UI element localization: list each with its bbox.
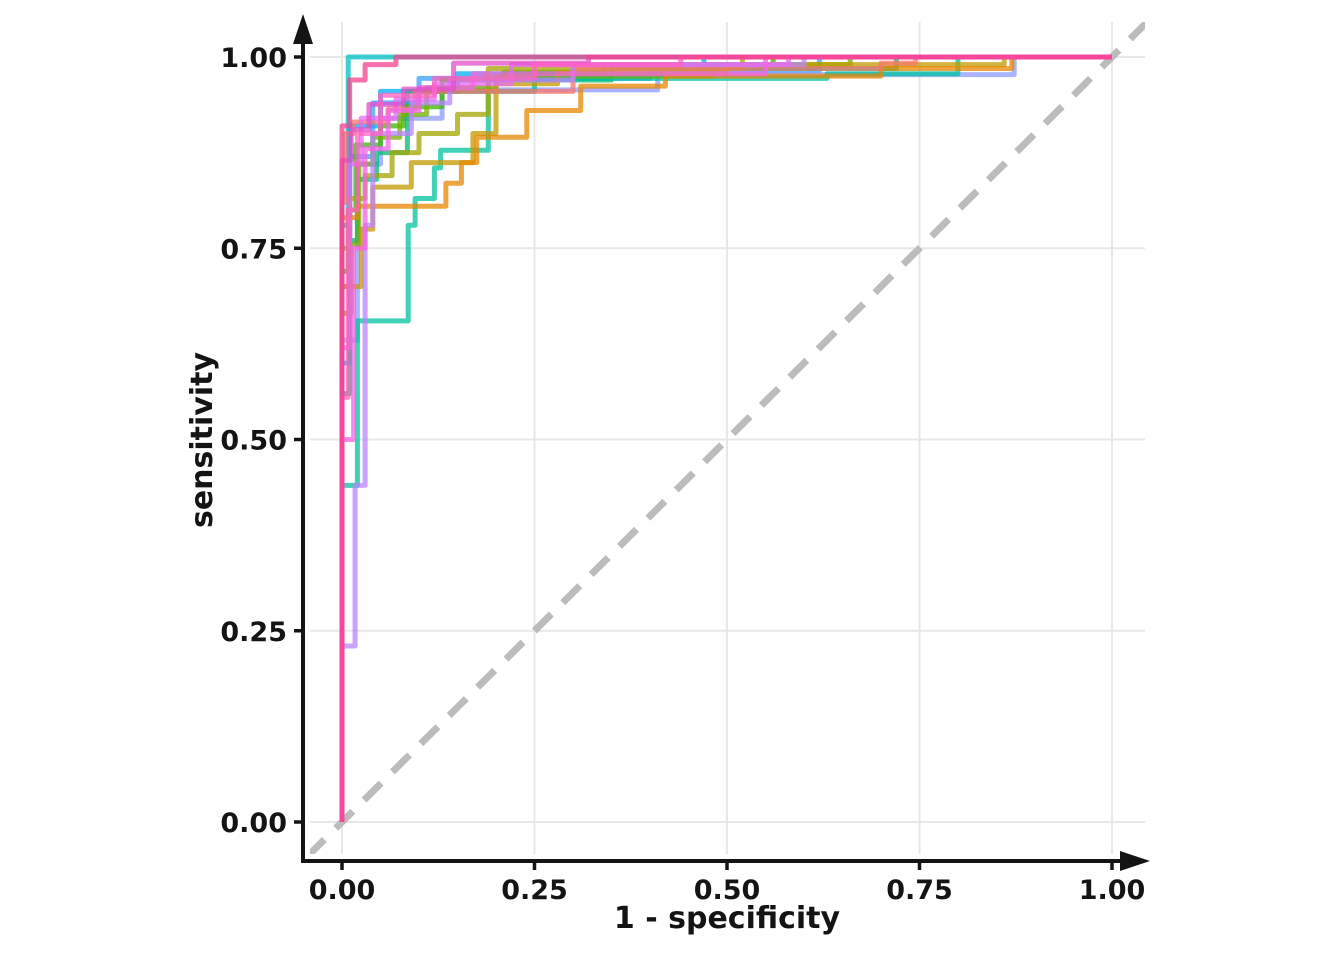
roc-curve-curve-11 [339,54,1112,822]
x-tick-label: 0.25 [501,875,568,906]
y-axis-title: sensitivity [185,352,220,529]
y-tick-label: 1.00 [220,43,287,74]
tick-labels: 0.00 0.25 0.50 0.75 1.00 0.00 0.25 0.50 0.75 1.00 [220,43,1145,906]
x-tick-label: 1.00 [1079,875,1146,906]
roc-curve-curve-07 [339,54,1112,822]
roc-curves [339,54,1112,822]
x-tick-label: 0.75 [886,875,953,906]
x-tick-label: 0.50 [694,875,761,906]
y-tick-label: 0.50 [220,426,287,457]
y-axis-arrow-icon [293,14,313,44]
y-tick-label: 0.25 [220,617,287,648]
x-axis-title: 1 - specificity [614,901,841,936]
y-tick-label: 0.75 [220,234,287,265]
y-tick-label: 0.00 [220,808,287,839]
axes [293,14,1150,871]
roc-curve-curve-10 [339,54,1112,822]
roc-curve-curve-09 [339,54,1112,822]
x-axis-arrow-icon [1120,851,1150,871]
x-tick-label: 0.00 [309,875,376,906]
